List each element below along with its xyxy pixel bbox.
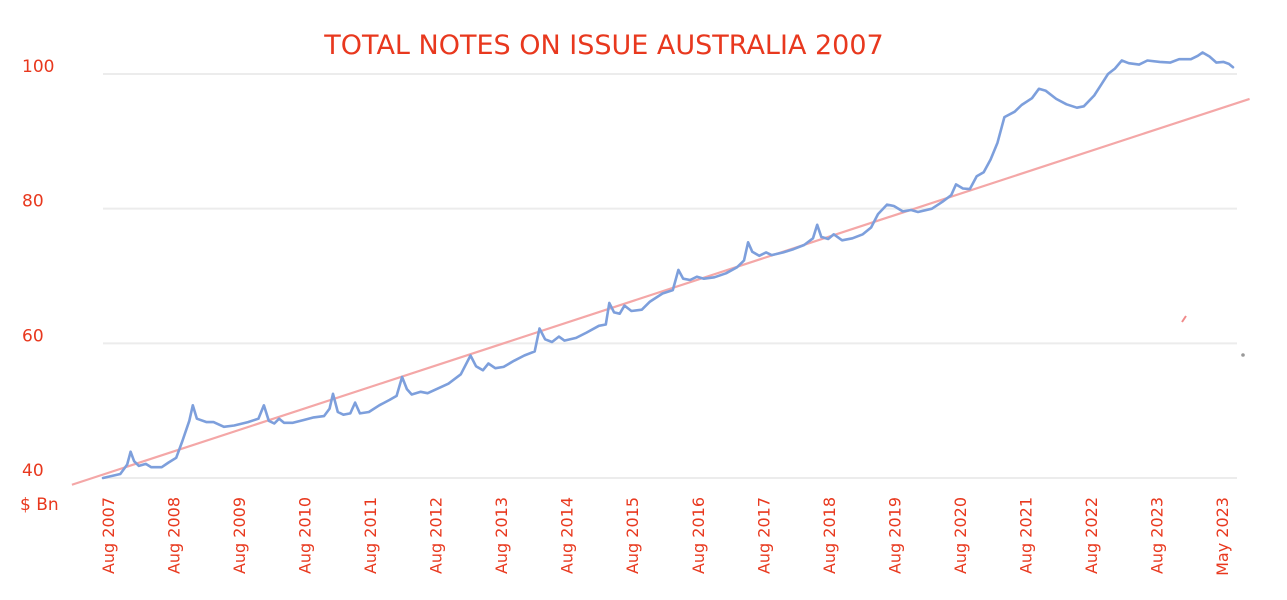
x-axis-ticks: Aug 2007 Aug 2008 Aug 2009 Aug 2010 Aug 2011… — [99, 497, 1232, 576]
x-tick-label: Aug 2009 — [230, 497, 249, 574]
stray-dot — [1241, 353, 1245, 357]
x-tick-label: Aug 2008 — [165, 497, 184, 574]
x-tick-label: Aug 2022 — [1082, 497, 1101, 574]
x-tick-label: Aug 2016 — [689, 497, 708, 574]
x-tick-label: Aug 2021 — [1016, 497, 1035, 574]
grid-lines — [103, 73, 1237, 479]
x-tick-label: Aug 2013 — [492, 497, 511, 574]
series-group — [101, 51, 1235, 480]
x-tick-label: Aug 2015 — [623, 497, 642, 574]
x-tick-label: Aug 2011 — [361, 497, 380, 574]
y-tick-label: 40 — [22, 461, 44, 481]
y-tick-label: 80 — [22, 192, 44, 212]
x-tick-label: Aug 2018 — [820, 497, 839, 574]
x-tick-label: Aug 2010 — [296, 497, 315, 574]
x-tick-label: Aug 2017 — [754, 497, 773, 574]
chart-title: TOTAL NOTES ON ISSUE AUSTRALIA 2007 — [323, 30, 883, 61]
x-tick-label: Aug 2014 — [558, 497, 577, 574]
trendline-group — [71, 97, 1250, 486]
x-tick-label: Aug 2023 — [1148, 497, 1167, 574]
stray-mark — [1181, 315, 1187, 323]
x-tick-label: Aug 2007 — [99, 497, 118, 574]
x-tick-label: Aug 2012 — [427, 497, 446, 574]
trendline — [71, 97, 1250, 486]
x-tick-label: Aug 2020 — [951, 497, 970, 574]
x-tick-label: May 2023 — [1213, 497, 1232, 576]
x-tick-label: Aug 2019 — [885, 497, 904, 574]
y-tick-label: 100 — [22, 57, 54, 77]
y-tick-label: 60 — [22, 326, 44, 346]
y-axis-ticks: 40 60 80 100 — [22, 57, 54, 481]
series-line — [101, 51, 1235, 480]
y-axis-unit-label: $ Bn — [20, 495, 59, 515]
